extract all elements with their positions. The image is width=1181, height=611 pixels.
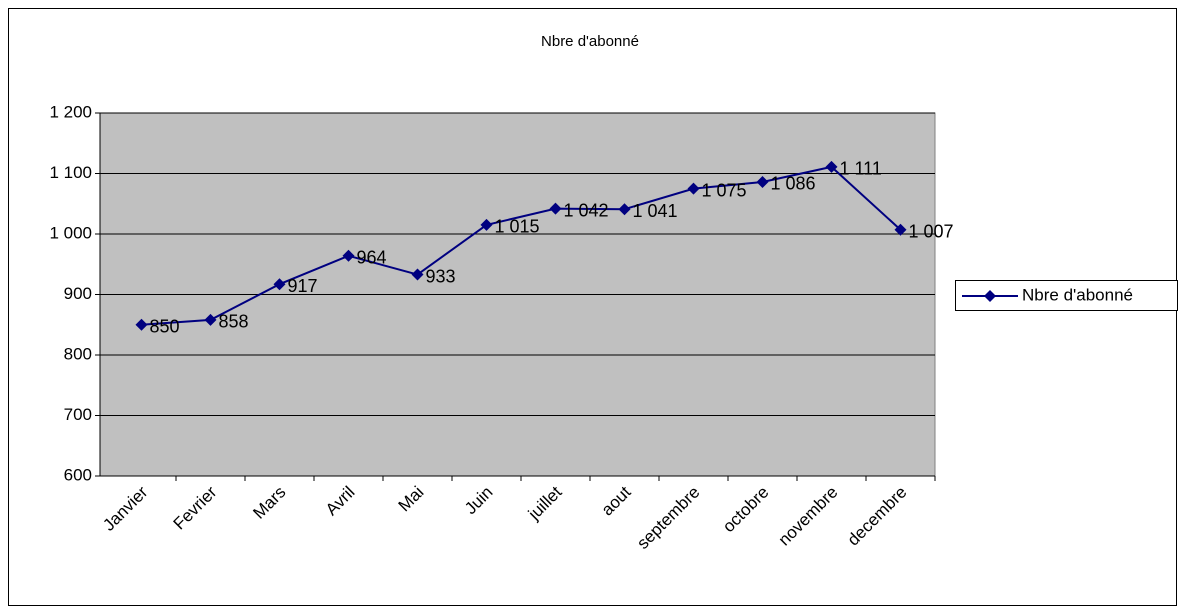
y-tick-label: 1 100 (49, 163, 92, 182)
marker (687, 182, 700, 195)
data-label: 1 041 (633, 201, 678, 221)
y-tick-label: 800 (64, 344, 92, 363)
marker (342, 249, 355, 262)
y-tick-label: 600 (64, 465, 92, 484)
marker (825, 160, 838, 173)
data-label: 1 015 (495, 217, 540, 237)
chart-title: Nbre d'abonné (541, 33, 639, 50)
y-tick-label: 900 (64, 284, 92, 303)
data-label: 917 (288, 276, 318, 296)
legend-label: Nbre d'abonné (1022, 285, 1133, 304)
marker (273, 278, 286, 291)
data-label: 850 (150, 317, 180, 337)
data-label: 964 (357, 248, 387, 268)
data-label: 1 086 (771, 174, 816, 194)
marker (894, 223, 907, 236)
data-label: 1 075 (702, 180, 747, 200)
marker (480, 218, 493, 231)
y-tick-label: 700 (64, 405, 92, 424)
y-tick-label: 1 000 (49, 223, 92, 242)
marker (756, 175, 769, 188)
data-label: 858 (219, 312, 249, 332)
marker (204, 313, 217, 326)
data-label: 1 042 (564, 200, 609, 220)
data-label: 1 111 (840, 159, 882, 179)
series-line (141, 165, 902, 326)
data-label: 1 007 (909, 222, 954, 242)
data-label: 933 (426, 266, 456, 286)
marker (135, 318, 148, 331)
y-tick-label: 1 200 (49, 102, 92, 121)
legend-marker (984, 290, 996, 302)
marker (411, 268, 424, 281)
marker (618, 203, 631, 216)
marker (549, 202, 562, 215)
